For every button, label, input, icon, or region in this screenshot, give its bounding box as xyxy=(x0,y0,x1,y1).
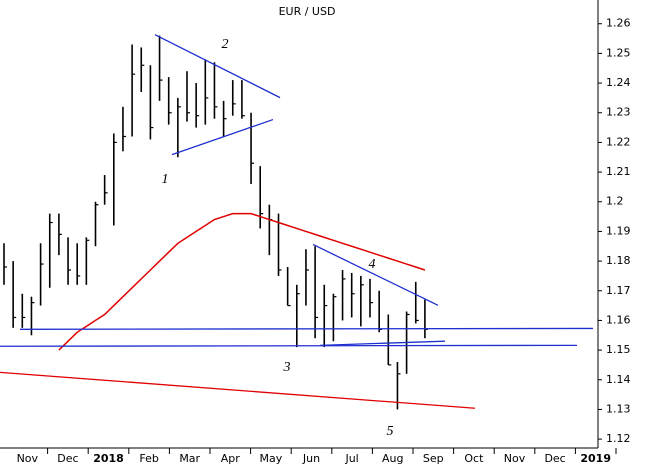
y-tick-label: 1.15 xyxy=(606,343,631,356)
x-tick-label: Oct xyxy=(464,452,484,465)
annotation: 5 xyxy=(387,424,394,439)
x-tick-label: Feb xyxy=(139,452,158,465)
trendline xyxy=(19,327,594,330)
y-tick-label: 1.16 xyxy=(606,313,631,326)
moving-average xyxy=(58,212,426,351)
y-tick-label: 1.19 xyxy=(606,224,631,237)
x-tick-label: Dec xyxy=(57,452,78,465)
trendline xyxy=(171,118,274,156)
y-tick-label: 1.23 xyxy=(606,106,631,119)
x-tick-label: Jul xyxy=(344,452,358,465)
x-tick-label: Aug xyxy=(382,452,403,465)
y-tick-label: 1.13 xyxy=(606,402,631,415)
trendline xyxy=(319,340,446,346)
x-tick-label: Nov xyxy=(17,452,39,465)
x-tick-label: Mar xyxy=(179,452,200,465)
y-tick-label: 1.14 xyxy=(606,373,631,386)
y-tick-label: 1.24 xyxy=(606,76,631,89)
y-tick-label: 1.12 xyxy=(606,432,631,445)
trendline xyxy=(312,243,439,306)
y-tick-label: 1.22 xyxy=(606,135,631,148)
x-tick-label: Nov xyxy=(504,452,526,465)
x-tick-label: Jun xyxy=(302,452,320,465)
y-tick-label: 1.26 xyxy=(606,17,631,30)
y-tick-label: 1.25 xyxy=(606,46,631,59)
x-tick-label: Apr xyxy=(221,452,241,465)
annotation: 1 xyxy=(162,172,169,187)
y-tick-label: 1.18 xyxy=(606,254,631,267)
annotation: 3 xyxy=(283,360,291,375)
x-tick-label: 2018 xyxy=(93,452,124,465)
trendline xyxy=(0,371,476,409)
annotation: 2 xyxy=(222,37,229,52)
chart-title: EUR / USD xyxy=(279,5,336,18)
y-tick-label: 1.17 xyxy=(606,284,631,297)
x-tick-label: 2019 xyxy=(580,452,611,465)
y-tick-label: 1.2 xyxy=(606,195,624,208)
annotation: 4 xyxy=(369,257,376,272)
trendline xyxy=(0,344,578,347)
trendline xyxy=(154,34,281,99)
x-tick-label: Sep xyxy=(423,452,444,465)
x-tick-label: Dec xyxy=(544,452,565,465)
y-tick-label: 1.21 xyxy=(606,165,631,178)
x-tick-label: May xyxy=(260,452,283,465)
